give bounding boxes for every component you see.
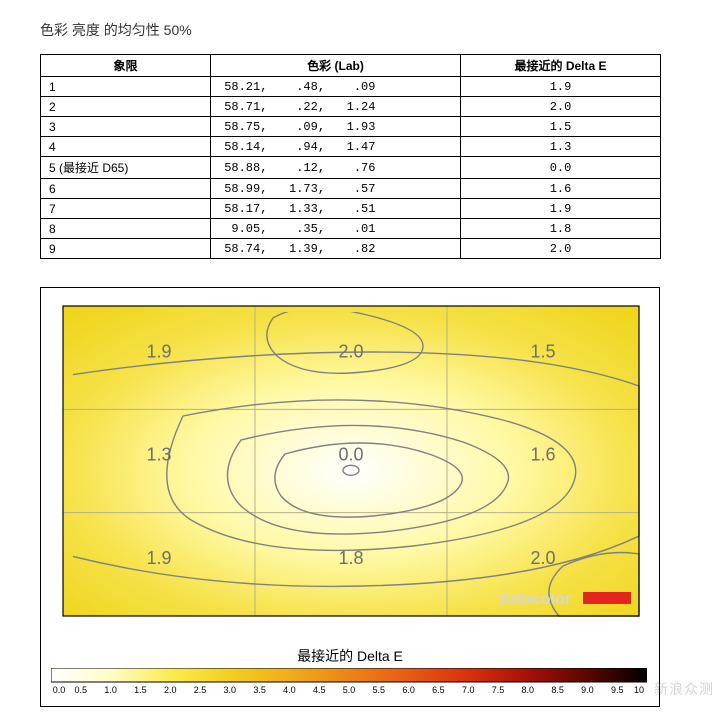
cell-deltae: 1.8 [461, 219, 661, 239]
svg-text:1.9: 1.9 [146, 341, 171, 361]
svg-text:10: 10 [634, 685, 644, 695]
lab-table: 象限 色彩 (Lab) 最接近的 Delta E 1 58.21, .48, .… [40, 54, 661, 259]
th-lab: 色彩 (Lab) [211, 55, 461, 77]
cell-lab: 58.75, .09, 1.93 [211, 117, 461, 137]
deltae-heatmap: 1.9 2.0 1.5 1.3 0.0 1.6 1.9 1.8 2.0 datacolor [53, 300, 649, 630]
cell-deltae: 2.0 [461, 239, 661, 259]
svg-text:2.0: 2.0 [530, 548, 555, 568]
table-row: 7 58.17, 1.33, .511.9 [41, 199, 661, 219]
svg-text:6.5: 6.5 [432, 685, 445, 695]
svg-text:2.0: 2.0 [338, 341, 363, 361]
svg-text:6.0: 6.0 [402, 685, 415, 695]
svg-text:8.0: 8.0 [522, 685, 535, 695]
cell-lab: 58.17, 1.33, .51 [211, 199, 461, 219]
cell-lab: 58.71, .22, 1.24 [211, 97, 461, 117]
cell-deltae: 1.5 [461, 117, 661, 137]
svg-text:7.0: 7.0 [462, 685, 475, 695]
svg-text:4.5: 4.5 [313, 685, 326, 695]
cell-quadrant: 3 [41, 117, 211, 137]
svg-text:8.5: 8.5 [551, 685, 564, 695]
color-scale: 0.0 0.5 1.0 1.5 2.0 2.5 3.0 3.5 4.0 4.5 5.0 5.5 6.0 6… [51, 668, 647, 698]
cell-quadrant: 9 [41, 239, 211, 259]
cell-quadrant: 5 (最接近 D65) [41, 157, 211, 179]
cell-lab: 9.05, .35, .01 [211, 219, 461, 239]
cell-deltae: 1.6 [461, 179, 661, 199]
table-header-row: 象限 色彩 (Lab) 最接近的 Delta E [41, 55, 661, 77]
cell-lab: 58.21, .48, .09 [211, 77, 461, 97]
table-row: 3 58.75, .09, 1.931.5 [41, 117, 661, 137]
cell-quadrant: 7 [41, 199, 211, 219]
cell-lab: 58.88, .12, .76 [211, 157, 461, 179]
svg-text:1.8: 1.8 [338, 548, 363, 568]
cell-quadrant: 1 [41, 77, 211, 97]
chart-container: 1.9 2.0 1.5 1.3 0.0 1.6 1.9 1.8 2.0 datacolor 最接近… [40, 287, 660, 707]
svg-text:1.5: 1.5 [530, 341, 555, 361]
th-deltae: 最接近的 Delta E [461, 55, 661, 77]
table-row: 2 58.71, .22, 1.242.0 [41, 97, 661, 117]
table-row: 4 58.14, .94, 1.471.3 [41, 137, 661, 157]
svg-text:2.0: 2.0 [164, 685, 177, 695]
svg-text:0.0: 0.0 [53, 685, 66, 695]
cell-quadrant: 8 [41, 219, 211, 239]
cell-quadrant: 4 [41, 137, 211, 157]
svg-text:1.0: 1.0 [104, 685, 117, 695]
legend-title: 最接近的 Delta E [41, 646, 659, 666]
svg-text:3.5: 3.5 [253, 685, 266, 695]
svg-text:3.0: 3.0 [224, 685, 237, 695]
cell-lab: 58.99, 1.73, .57 [211, 179, 461, 199]
cell-quadrant: 6 [41, 179, 211, 199]
cell-deltae: 2.0 [461, 97, 661, 117]
svg-text:9.5: 9.5 [611, 685, 624, 695]
svg-text:5.5: 5.5 [373, 685, 386, 695]
th-quadrant: 象限 [41, 55, 211, 77]
svg-text:4.0: 4.0 [283, 685, 296, 695]
table-row: 6 58.99, 1.73, .571.6 [41, 179, 661, 199]
svg-text:7.5: 7.5 [492, 685, 505, 695]
svg-text:1.5: 1.5 [134, 685, 147, 695]
cell-deltae: 0.0 [461, 157, 661, 179]
svg-text:0.0: 0.0 [338, 445, 363, 465]
svg-text:5.0: 5.0 [343, 685, 356, 695]
svg-text:1.9: 1.9 [146, 548, 171, 568]
svg-text:9.0: 9.0 [581, 685, 594, 695]
svg-text:0.5: 0.5 [75, 685, 88, 695]
svg-text:1.6: 1.6 [530, 445, 555, 465]
watermark: 新浪众测 [654, 679, 714, 699]
svg-text:datacolor: datacolor [499, 591, 571, 608]
cell-lab: 58.74, 1.39, .82 [211, 239, 461, 259]
table-row: 8 9.05, .35, .011.8 [41, 219, 661, 239]
cell-quadrant: 2 [41, 97, 211, 117]
svg-text:1.3: 1.3 [146, 445, 171, 465]
page-title: 色彩 亮度 的均匀性 50% [40, 20, 680, 40]
table-row: 1 58.21, .48, .091.9 [41, 77, 661, 97]
cell-deltae: 1.3 [461, 137, 661, 157]
cell-deltae: 1.9 [461, 77, 661, 97]
svg-text:2.5: 2.5 [194, 685, 207, 695]
cell-lab: 58.14, .94, 1.47 [211, 137, 461, 157]
table-row: 9 58.74, 1.39, .822.0 [41, 239, 661, 259]
cell-deltae: 1.9 [461, 199, 661, 219]
table-row: 5 (最接近 D65) 58.88, .12, .760.0 [41, 157, 661, 179]
